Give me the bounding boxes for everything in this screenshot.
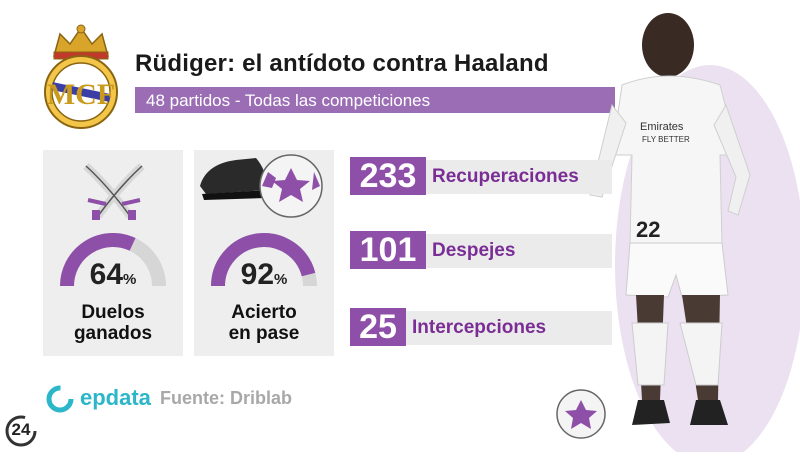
- svg-text:MCF: MCF: [47, 78, 115, 111]
- clearances-label: Despejes: [432, 240, 516, 261]
- source-text: Fuente: Driblab: [160, 388, 293, 408]
- ball-icon: [555, 388, 607, 440]
- clearances-value: 101: [350, 231, 426, 269]
- passes-unit: %: [274, 271, 288, 288]
- recoveries-value: 233: [350, 157, 426, 195]
- svg-text:Emirates: Emirates: [640, 121, 684, 133]
- stat-card-duels: [43, 150, 183, 356]
- duels-caption: Duelos ganados: [43, 302, 183, 344]
- duels-caption-line2: ganados: [73, 323, 153, 344]
- subtitle-bar: [135, 87, 615, 113]
- passes-percentage: 92%: [194, 258, 334, 292]
- page-subtitle: 48 partidos - Todas las competiciones: [146, 91, 431, 110]
- recoveries-label: Recuperaciones: [432, 166, 579, 187]
- passes-caption: Acierto en pase: [194, 302, 334, 344]
- interceptions-label: Intercepciones: [412, 317, 547, 338]
- badge-number: 24: [11, 420, 31, 439]
- duels-percentage: 64%: [43, 258, 183, 292]
- svg-text:FLY BETTER: FLY BETTER: [642, 135, 690, 144]
- gauge-passes: [211, 233, 317, 287]
- duels-caption-line1: Duelos: [81, 302, 145, 323]
- epdata-brand: epdata: [80, 385, 151, 410]
- player-photo: Emirates FLY BETTER 22: [560, 5, 800, 457]
- passes-caption-line2: en pase: [228, 323, 300, 344]
- passes-value: 92: [240, 258, 275, 291]
- passes-caption-line1: Acierto: [231, 302, 297, 323]
- 24h-badge-icon: 24: [4, 414, 38, 448]
- duels-value: 64: [89, 258, 124, 291]
- club-crest-logo: MCF: [40, 22, 122, 130]
- gauge-duels: [60, 233, 166, 287]
- page-title: Rüdiger: el antídoto contra Haaland: [135, 50, 549, 77]
- boot-and-ball-icon: [196, 142, 326, 224]
- interceptions-value: 25: [350, 308, 406, 346]
- epdata-logo-icon: [45, 384, 75, 414]
- duels-unit: %: [123, 271, 137, 288]
- crossed-swords-icon: [78, 160, 150, 224]
- svg-text:22: 22: [636, 217, 660, 242]
